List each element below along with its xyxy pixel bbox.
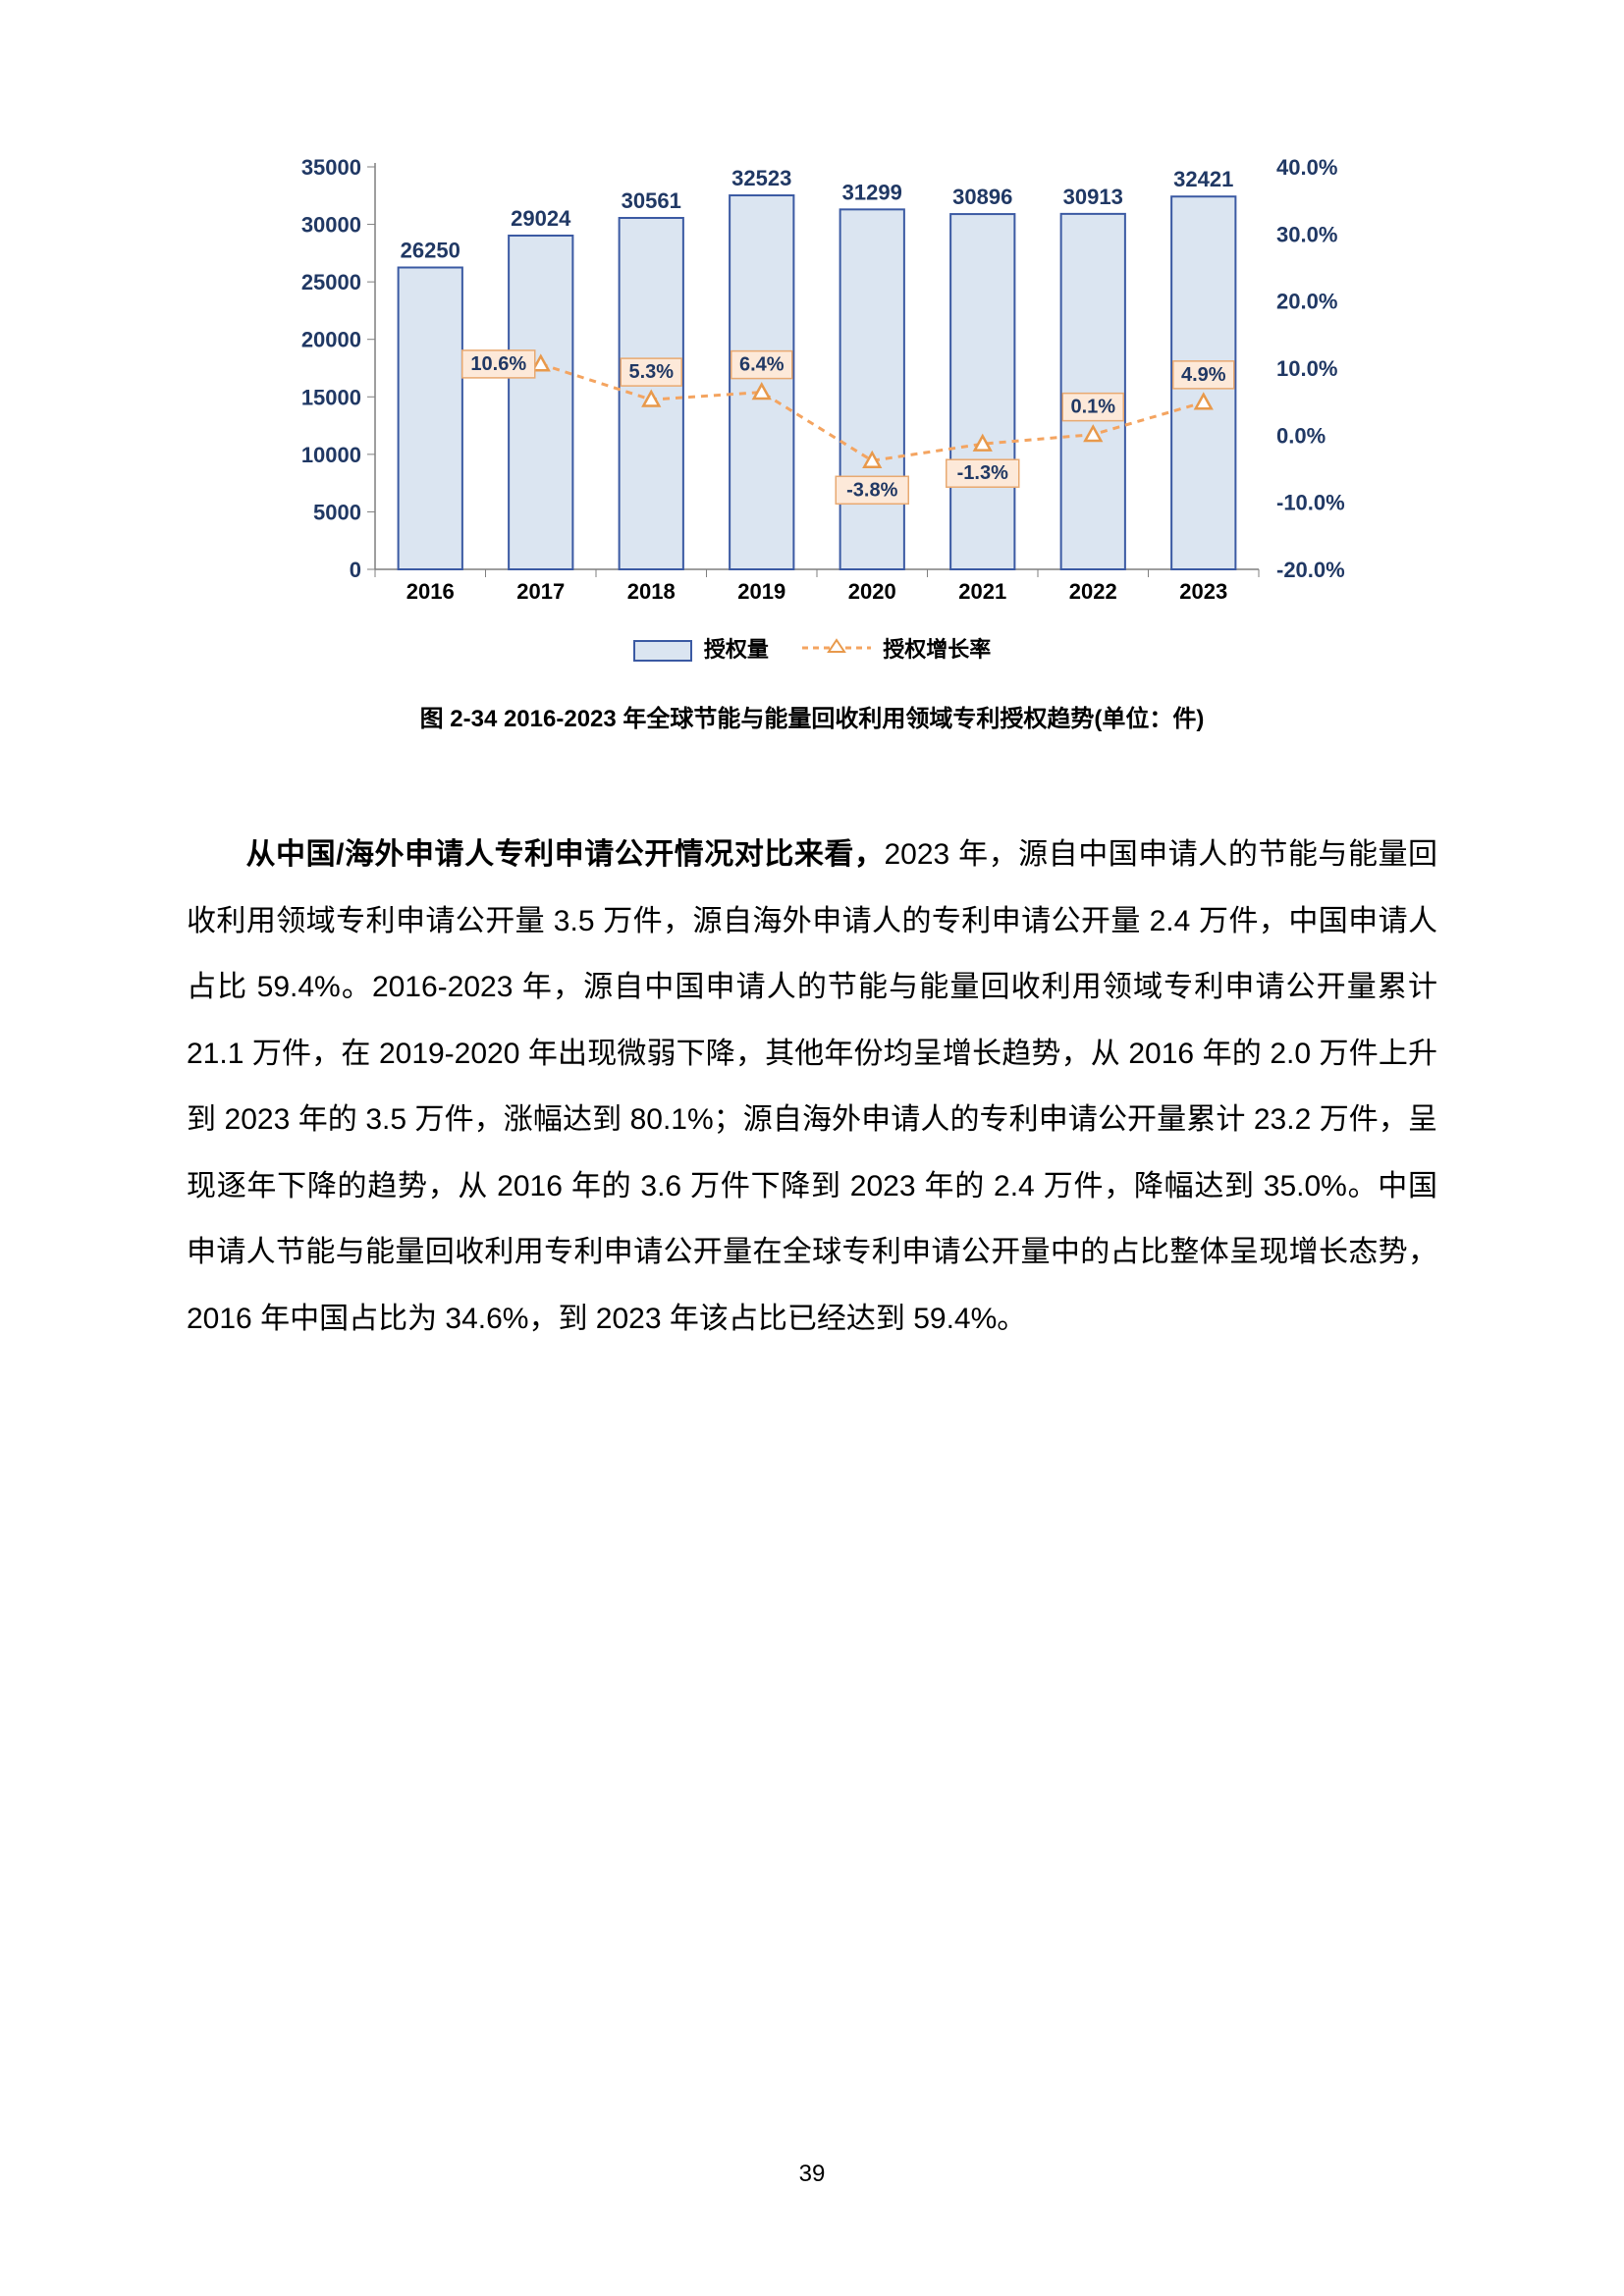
svg-text:2016: 2016 — [406, 579, 455, 604]
svg-text:35000: 35000 — [301, 155, 361, 180]
svg-text:-3.8%: -3.8% — [846, 479, 897, 501]
svg-text:2021: 2021 — [958, 579, 1006, 604]
svg-text:20.0%: 20.0% — [1276, 290, 1337, 314]
legend-bar-swatch — [633, 640, 692, 662]
svg-text:10.6%: 10.6% — [470, 353, 526, 375]
svg-text:2018: 2018 — [627, 579, 676, 604]
svg-text:30896: 30896 — [952, 185, 1012, 209]
svg-text:0: 0 — [350, 558, 361, 582]
svg-text:15000: 15000 — [301, 385, 361, 409]
svg-text:-10.0%: -10.0% — [1276, 491, 1345, 515]
chart-legend: 授权量 授权增长率 — [257, 632, 1367, 664]
svg-text:2017: 2017 — [516, 579, 565, 604]
svg-text:0.0%: 0.0% — [1276, 423, 1326, 448]
svg-text:30000: 30000 — [301, 213, 361, 238]
svg-text:4.9%: 4.9% — [1181, 364, 1226, 386]
svg-text:6.4%: 6.4% — [739, 354, 785, 376]
svg-text:30.0%: 30.0% — [1276, 222, 1337, 246]
chart-caption: 图 2-34 2016-2023 年全球节能与能量回收利用领域专利授权趋势(单位… — [257, 699, 1367, 733]
svg-text:26250: 26250 — [401, 239, 460, 263]
svg-text:2020: 2020 — [848, 579, 896, 604]
svg-text:31299: 31299 — [842, 180, 902, 204]
svg-text:40.0%: 40.0% — [1276, 155, 1337, 180]
svg-text:32421: 32421 — [1173, 167, 1233, 191]
svg-text:20000: 20000 — [301, 328, 361, 352]
svg-text:5.3%: 5.3% — [628, 361, 674, 383]
svg-text:10000: 10000 — [301, 443, 361, 467]
legend-bar-label: 授权量 — [704, 637, 769, 662]
chart-container: 0 5000 10000 15000 20000 25000 30000 35000 -20.0… — [257, 147, 1367, 733]
svg-text:32523: 32523 — [731, 166, 791, 190]
svg-text:25000: 25000 — [301, 270, 361, 294]
legend-line-label: 授权增长率 — [883, 637, 991, 662]
paragraph-rest: 2023 年，源自中国申请人的节能与能量回收利用领域专利申请公开量 3.5 万件… — [187, 838, 1437, 1335]
svg-text:5000: 5000 — [313, 500, 361, 524]
svg-text:-1.3%: -1.3% — [957, 462, 1008, 484]
svg-text:2022: 2022 — [1069, 579, 1117, 604]
legend-line-swatch — [802, 638, 871, 664]
svg-text:-20.0%: -20.0% — [1276, 558, 1345, 582]
bar-line-chart: 0 5000 10000 15000 20000 25000 30000 35000 -20.0… — [257, 147, 1367, 628]
page: 0 5000 10000 15000 20000 25000 30000 35000 -20.0… — [0, 0, 1624, 2296]
svg-text:10.0%: 10.0% — [1276, 356, 1337, 381]
body-paragraph: 从中国/海外申请人专利申请公开情况对比来看，2023 年，源自中国申请人的节能与… — [187, 822, 1437, 1352]
paragraph-lead: 从中国/海外申请人专利申请公开情况对比来看， — [245, 838, 884, 871]
page-number: 39 — [0, 2161, 1624, 2188]
svg-text:0.1%: 0.1% — [1070, 397, 1115, 418]
svg-text:30561: 30561 — [622, 188, 681, 213]
svg-text:30913: 30913 — [1063, 185, 1123, 209]
svg-text:2023: 2023 — [1179, 579, 1227, 604]
svg-text:29024: 29024 — [511, 206, 571, 231]
svg-text:2019: 2019 — [737, 579, 785, 604]
